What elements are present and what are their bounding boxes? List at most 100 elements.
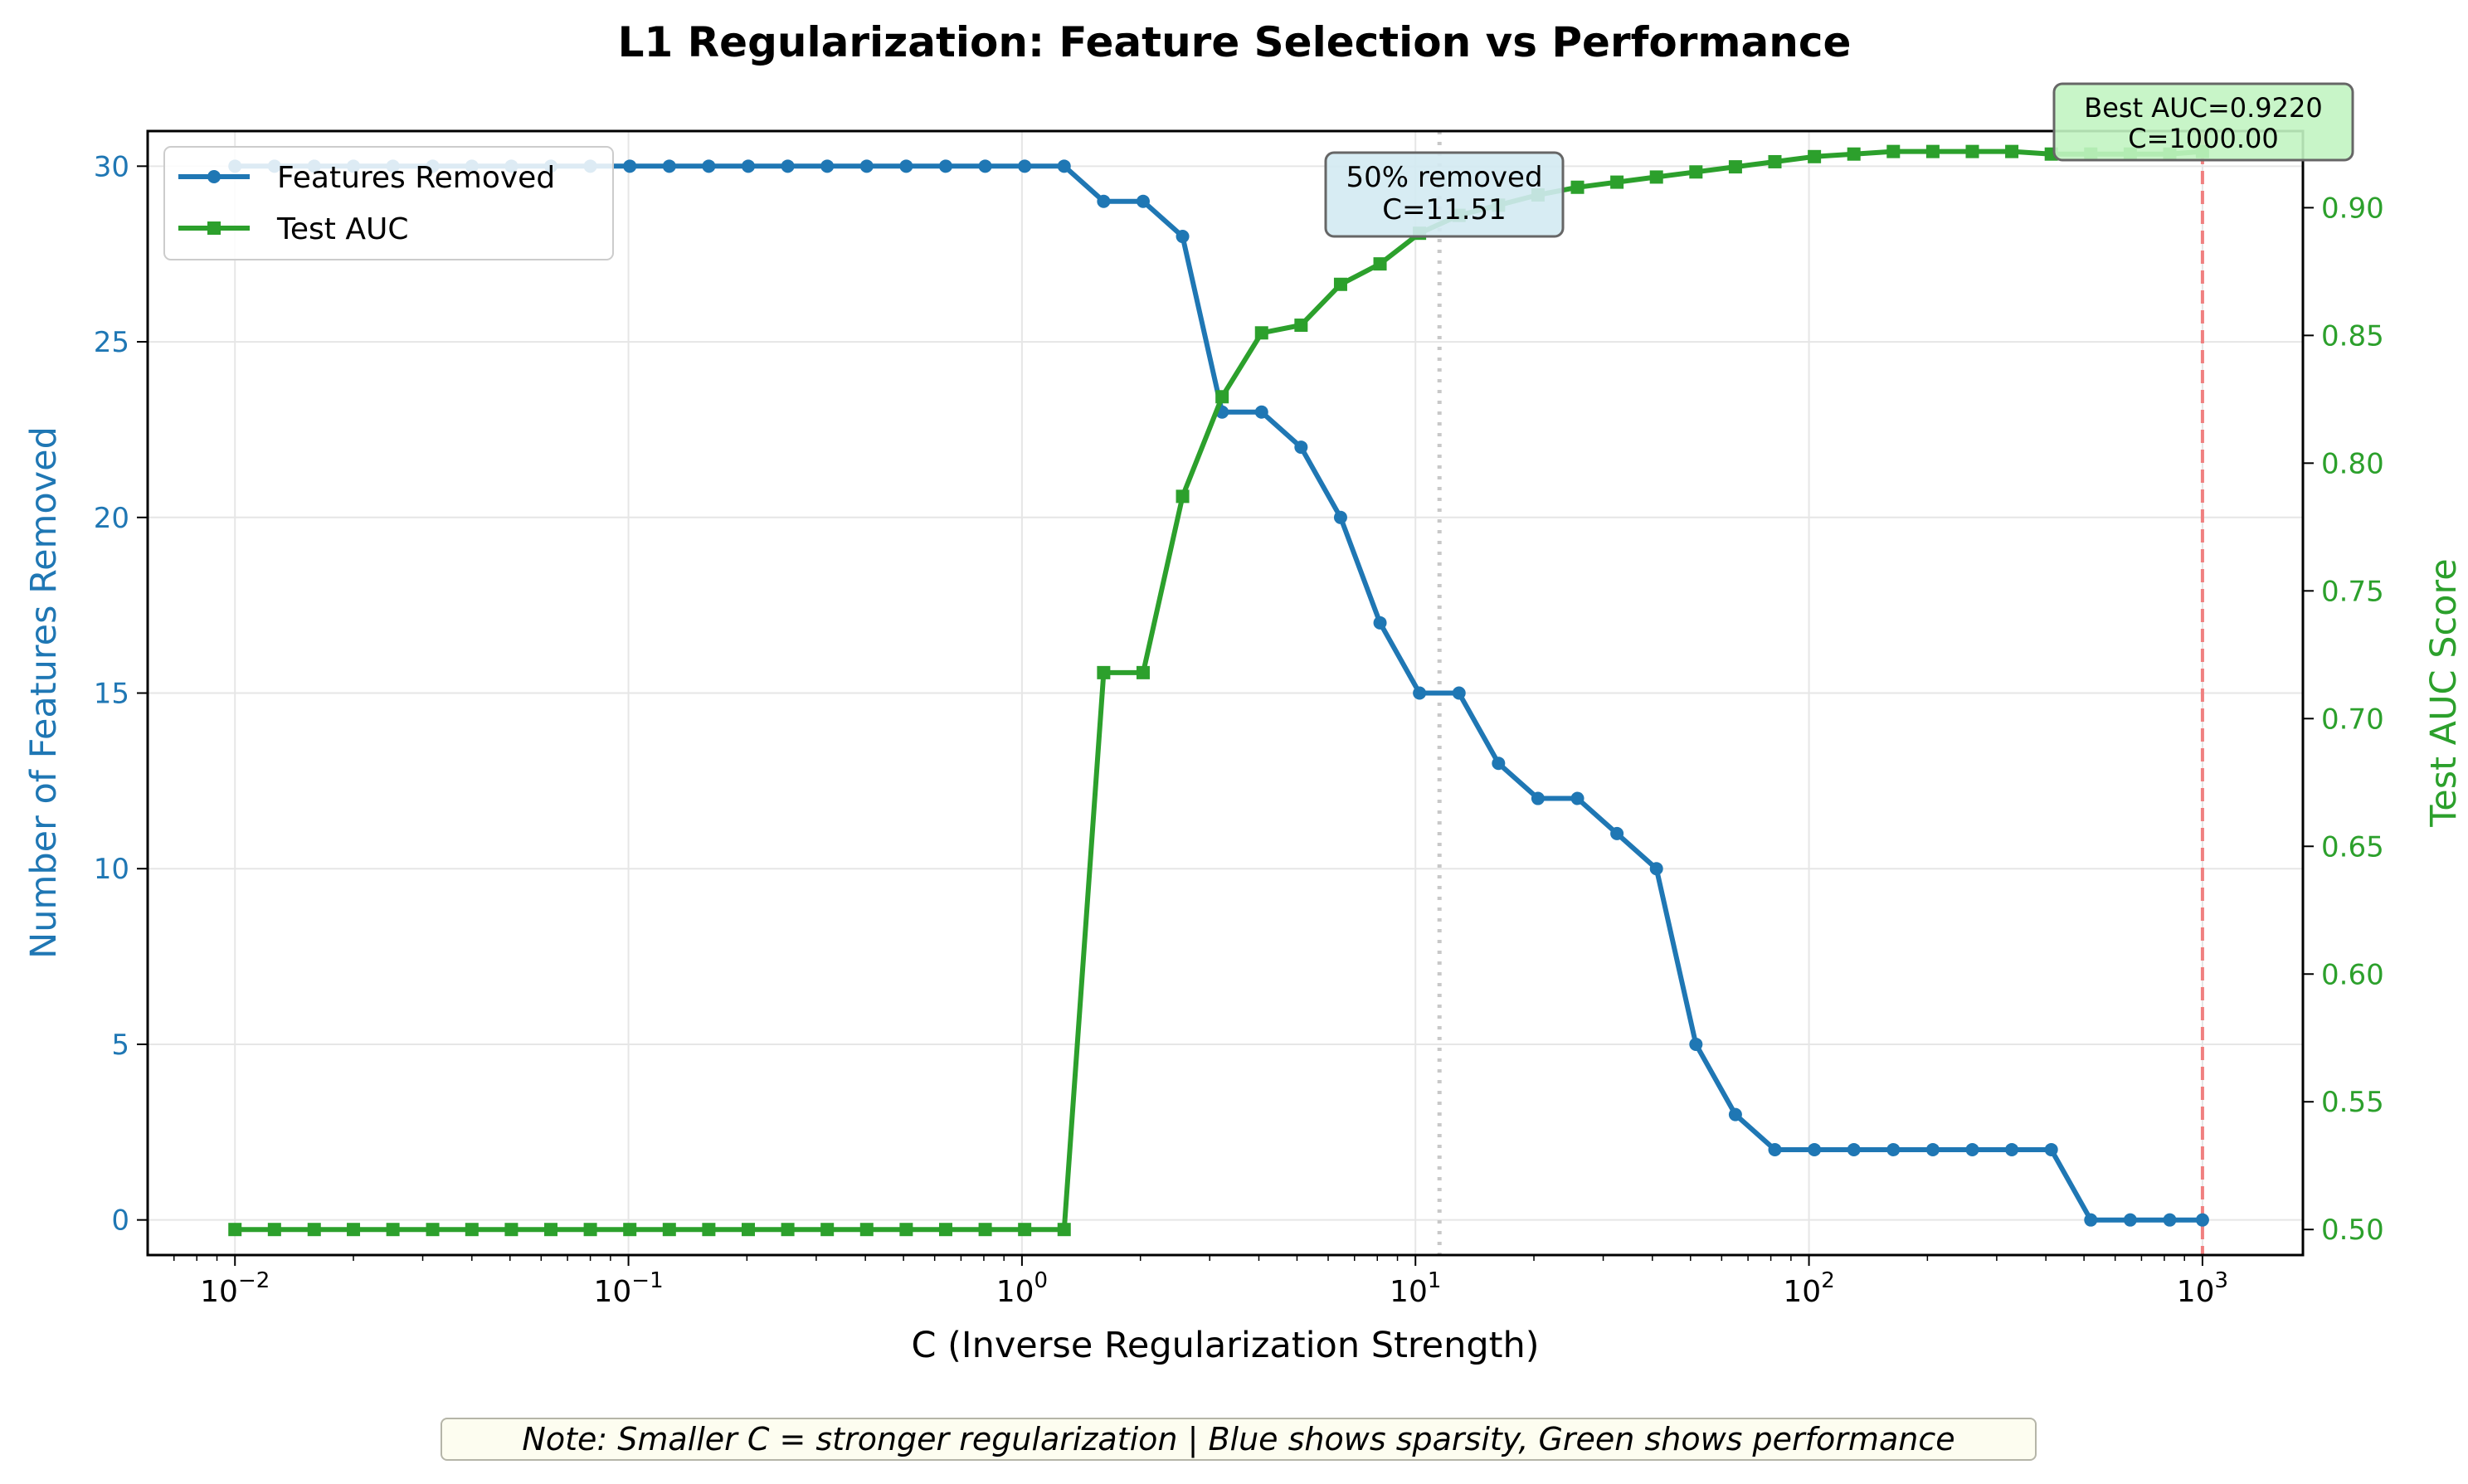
test-auc-point xyxy=(1018,1223,1032,1237)
test-auc-point xyxy=(820,1223,835,1237)
features-removed-point xyxy=(1097,194,1111,208)
x-tick-label: 10−1 xyxy=(593,1268,663,1309)
features-removed-point xyxy=(1333,510,1347,524)
left-y-axis-ticks: 0 5 10 15 20 25 30 xyxy=(94,150,148,1238)
right-y-tick-label: 0.85 xyxy=(2321,319,2384,353)
features-removed-point xyxy=(1452,686,1466,700)
features-removed-point xyxy=(741,159,755,173)
left-y-tick-label: 25 xyxy=(94,326,129,359)
features-removed-point xyxy=(1294,440,1308,455)
test-auc-point xyxy=(899,1223,913,1237)
features-removed-point xyxy=(1925,1142,1940,1156)
test-auc-point xyxy=(1136,665,1150,679)
test-auc-point xyxy=(386,1223,400,1237)
right-y-tick-label: 0.60 xyxy=(2321,958,2384,991)
test-auc-point xyxy=(1886,144,1901,158)
test-auc-point xyxy=(1176,489,1190,504)
right-y-tick-label: 0.50 xyxy=(2321,1214,2384,1247)
features-removed-point xyxy=(1847,1142,1861,1156)
test-auc-point xyxy=(307,1223,321,1237)
test-auc-point xyxy=(859,1223,874,1237)
features-removed-point xyxy=(1254,405,1268,419)
test-auc-point xyxy=(1254,326,1268,340)
right-y-axis-ticks: 0.50 0.55 0.60 0.65 0.70 0.75 0.80 0.85 0.90 xyxy=(2303,192,2384,1247)
test-auc-point xyxy=(938,1223,952,1237)
features-removed-point xyxy=(2044,1142,2058,1156)
test-auc-point xyxy=(1097,665,1111,679)
legend-test-auc-label: Test AUC xyxy=(276,212,408,246)
annotation-half-removed-line2: C=11.51 xyxy=(1382,193,1507,226)
annotation-best-auc-line2: C=1000.00 xyxy=(2128,123,2278,154)
note-text: Note: Smaller C = stronger regularizatio… xyxy=(522,1421,1955,1457)
features-removed-point xyxy=(662,159,676,173)
x-tick-label: 10−2 xyxy=(200,1268,270,1309)
right-y-axis-label: Test AUC Score xyxy=(2423,558,2465,827)
features-removed-point xyxy=(1886,1142,1901,1156)
x-tick-label: 100 xyxy=(996,1268,1048,1309)
left-y-tick-label: 20 xyxy=(94,502,129,535)
test-auc-point xyxy=(1925,144,1940,158)
left-y-tick-label: 5 xyxy=(111,1029,129,1062)
right-y-tick-label: 0.90 xyxy=(2321,192,2384,225)
features-removed-point xyxy=(978,159,992,173)
legend: Features Removed Test AUC xyxy=(163,146,614,260)
test-auc-point xyxy=(1728,160,1742,174)
features-removed-point xyxy=(1136,194,1150,208)
annotation-half-removed-line1: 50% removed xyxy=(1346,161,1542,194)
right-y-tick-label: 0.75 xyxy=(2321,575,2384,608)
features-removed-point xyxy=(1373,615,1387,630)
left-y-tick-label: 0 xyxy=(111,1204,129,1238)
test-auc-point xyxy=(1689,165,1703,179)
test-auc-point xyxy=(1649,170,1663,184)
test-auc-point xyxy=(1808,149,1822,163)
test-auc-point xyxy=(465,1223,479,1237)
features-removed-point xyxy=(1176,230,1190,244)
test-auc-point xyxy=(1768,154,1782,168)
right-y-tick-label: 0.55 xyxy=(2321,1086,2384,1119)
features-removed-point xyxy=(1728,1107,1742,1122)
features-removed-point xyxy=(1768,1142,1782,1156)
legend-features-removed-marker xyxy=(207,170,221,183)
features-removed-point xyxy=(1570,791,1584,805)
left-y-axis-label: Number of Features Removed xyxy=(23,426,65,959)
test-auc-point xyxy=(504,1223,518,1237)
annotation-half-removed: 50% removed C=11.51 xyxy=(1324,151,1565,238)
annotation-best-auc-line1: Best AUC=0.9220 xyxy=(2084,92,2322,124)
features-removed-point xyxy=(938,159,952,173)
test-auc-point xyxy=(1373,257,1387,271)
test-auc-point xyxy=(1294,319,1308,333)
features-removed-point xyxy=(1689,1037,1703,1051)
right-y-tick-label: 0.65 xyxy=(2321,830,2384,864)
features-removed-point xyxy=(2005,1142,2019,1156)
test-auc-point xyxy=(2005,144,2019,158)
legend-test-auc-marker xyxy=(207,221,221,235)
test-auc-point xyxy=(1333,277,1347,291)
x-tick-label: 101 xyxy=(1390,1268,1441,1309)
legend-features-removed-label: Features Removed xyxy=(277,161,555,195)
features-removed-point xyxy=(1413,686,1427,700)
features-removed-point xyxy=(702,159,716,173)
test-auc-point xyxy=(623,1223,637,1237)
test-auc-series xyxy=(228,144,2209,1237)
features-removed-point xyxy=(2163,1213,2177,1227)
x-axis-ticks: 10−2 10−1 100 101 102 103 xyxy=(173,1255,2228,1309)
left-y-tick-label: 15 xyxy=(94,678,129,711)
features-removed-point xyxy=(1057,159,1071,173)
x-tick-label: 103 xyxy=(2177,1268,2228,1309)
features-removed-point xyxy=(2195,1213,2209,1227)
test-auc-point xyxy=(1965,144,1979,158)
right-y-tick-label: 0.70 xyxy=(2321,703,2384,736)
test-auc-point xyxy=(347,1223,361,1237)
legend-frame xyxy=(163,146,614,260)
test-auc-point xyxy=(741,1223,755,1237)
test-auc-point xyxy=(228,1223,242,1237)
test-auc-point xyxy=(583,1223,597,1237)
features-removed-point xyxy=(781,159,795,173)
grid xyxy=(148,131,2303,1255)
features-removed-point xyxy=(1018,159,1032,173)
features-removed-point xyxy=(2084,1213,2098,1227)
features-removed-point xyxy=(623,159,637,173)
test-auc-point xyxy=(1610,175,1624,189)
features-removed-point xyxy=(1531,791,1545,805)
